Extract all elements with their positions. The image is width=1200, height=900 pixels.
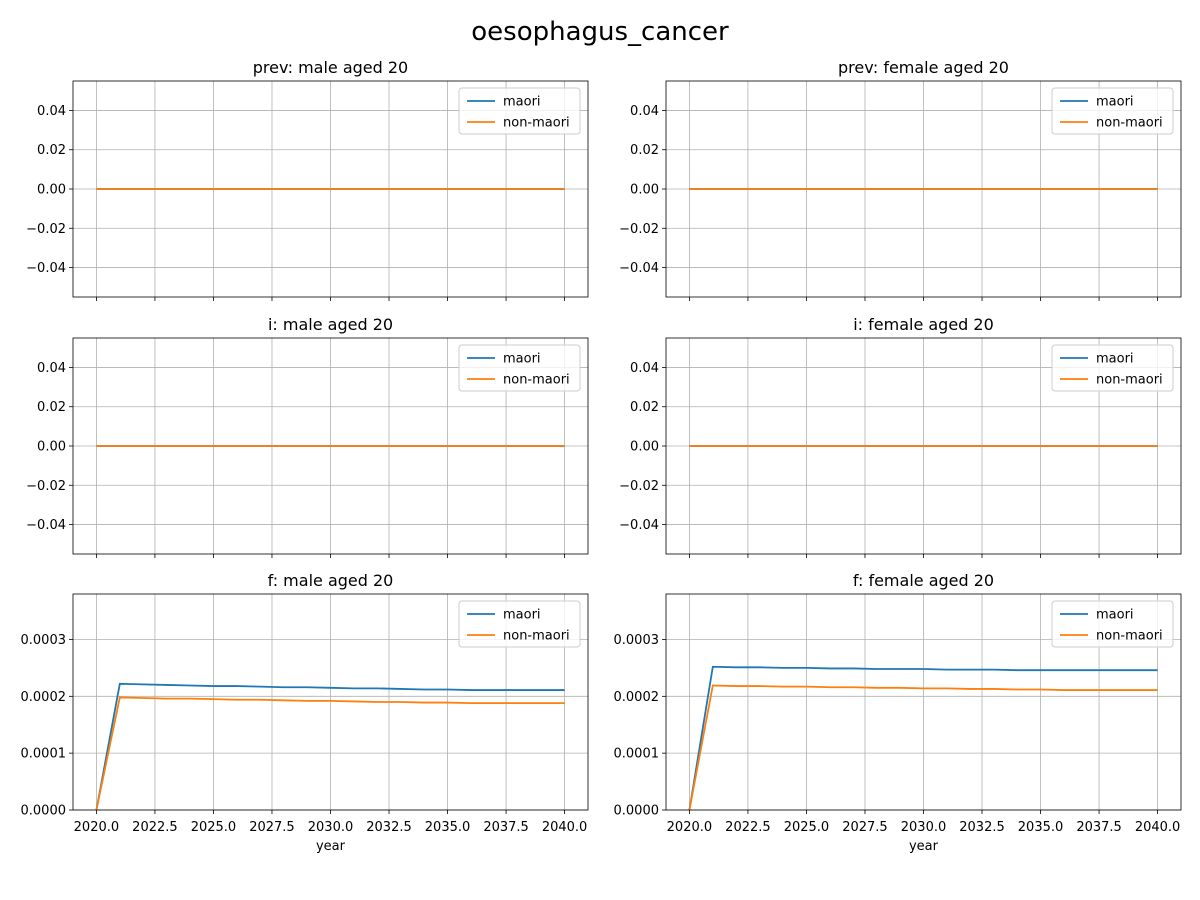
subplot-title: f: male aged 20: [268, 571, 394, 590]
legend-label: non-maori: [503, 373, 570, 388]
y-tick-label: 0.04: [37, 104, 66, 119]
subplot-title: f: female aged 20: [853, 571, 994, 590]
y-tick-label: −0.02: [619, 222, 659, 237]
x-tick-label: 2025.0: [191, 820, 237, 835]
y-tick-label: −0.04: [619, 261, 659, 276]
x-tick-label: 2037.5: [483, 820, 529, 835]
subplot-title: prev: male aged 20: [253, 58, 408, 77]
subplot-title: prev: female aged 20: [838, 58, 1009, 77]
y-tick-label: 0.00: [37, 183, 66, 198]
x-tick-label: 2030.0: [901, 820, 947, 835]
figure-title: oesophagus_cancer: [471, 17, 729, 47]
x-tick-label: 2040.0: [542, 820, 588, 835]
x-tick-label: 2020.0: [667, 820, 713, 835]
subplot-2: prev: female aged 20 −0.04 −0.02 0.00 0.02 0.…: [619, 58, 1182, 301]
y-tick-label: −0.02: [26, 479, 66, 494]
legend-label: non-maori: [503, 629, 570, 644]
y-tick-label: −0.04: [26, 261, 66, 276]
legend-label: maori: [1096, 352, 1134, 367]
legend: maori non-maori: [1051, 344, 1174, 392]
x-tick-label: 2035.0: [425, 820, 471, 835]
y-tick-label: 0.04: [630, 361, 659, 376]
y-tick-label: 0.00: [37, 440, 66, 455]
plot-frame: [72, 80, 589, 298]
y-tick-label: 0.0003: [614, 633, 660, 648]
x-tick-label: 2035.0: [1018, 820, 1064, 835]
x-axis-label: year: [909, 839, 939, 854]
series-line-maori: [688, 665, 1158, 810]
legend: maori non-maori: [458, 344, 581, 392]
y-tick-label: −0.02: [619, 479, 659, 494]
y-tick-label: −0.04: [619, 518, 659, 533]
plot-frame: [72, 593, 589, 811]
subplot-1: prev: male aged 20 −0.04 −0.02 0.00 0.02 0.04…: [26, 58, 589, 301]
subplot-5: f: male aged 20 0.0000 0.0001 0.0002 0.0003 2…: [21, 571, 589, 854]
legend-label: maori: [1096, 608, 1134, 623]
legend-label: non-maori: [503, 116, 570, 131]
x-tick-label: 2022.5: [725, 820, 771, 835]
series-line-maori: [95, 682, 565, 810]
y-tick-label: 0.0000: [21, 804, 67, 819]
y-tick-label: 0.00: [630, 440, 659, 455]
series-line-non-maori: [95, 696, 565, 810]
x-tick-label: 2040.0: [1135, 820, 1181, 835]
x-tick-label: 2032.5: [959, 820, 1005, 835]
legend: maori non-maori: [458, 600, 581, 648]
plot-frame: [72, 337, 589, 555]
legend-label: non-maori: [1096, 116, 1163, 131]
y-tick-label: 0.0002: [21, 690, 67, 705]
x-tick-label: 2027.5: [249, 820, 295, 835]
x-tick-label: 2022.5: [132, 820, 178, 835]
legend-label: maori: [503, 608, 541, 623]
y-tick-label: −0.02: [26, 222, 66, 237]
series-line-non-maori: [688, 684, 1158, 810]
subplot-6: f: female aged 20 0.0000 0.0001 0.0002 0.000…: [614, 571, 1182, 854]
legend-label: maori: [503, 95, 541, 110]
y-tick-label: 0.0001: [614, 747, 660, 762]
legend-label: maori: [503, 352, 541, 367]
legend-label: non-maori: [1096, 629, 1163, 644]
y-tick-label: 0.02: [630, 143, 659, 158]
subplot-grid: prev: male aged 20 −0.04 −0.02 0.00 0.02 0.04…: [21, 58, 1182, 854]
legend: maori non-maori: [458, 87, 581, 135]
y-tick-label: 0.02: [630, 400, 659, 415]
subplot-title: i: female aged 20: [853, 315, 994, 334]
y-tick-label: 0.04: [37, 361, 66, 376]
y-tick-label: 0.0000: [614, 804, 660, 819]
x-tick-label: 2037.5: [1076, 820, 1122, 835]
y-tick-label: 0.02: [37, 143, 66, 158]
plot-frame: [665, 80, 1182, 298]
x-tick-label: 2020.0: [74, 820, 120, 835]
subplot-title: i: male aged 20: [268, 315, 393, 334]
legend-label: non-maori: [1096, 373, 1163, 388]
y-tick-label: 0.0003: [21, 633, 67, 648]
legend: maori non-maori: [1051, 87, 1174, 135]
plot-frame: [665, 593, 1182, 811]
x-tick-label: 2027.5: [842, 820, 888, 835]
y-tick-label: 0.04: [630, 104, 659, 119]
y-tick-label: 0.02: [37, 400, 66, 415]
legend-label: maori: [1096, 95, 1134, 110]
subplot-3: i: male aged 20 −0.04 −0.02 0.00 0.02 0.04 mao…: [26, 315, 589, 558]
y-tick-label: 0.00: [630, 183, 659, 198]
subplot-4: i: female aged 20 −0.04 −0.02 0.00 0.02 0.04 m…: [619, 315, 1182, 558]
x-tick-label: 2025.0: [784, 820, 830, 835]
x-axis-label: year: [316, 839, 346, 854]
plot-frame: [665, 337, 1182, 555]
y-tick-label: 0.0002: [614, 690, 660, 705]
y-tick-label: −0.04: [26, 518, 66, 533]
y-tick-label: 0.0001: [21, 747, 67, 762]
legend: maori non-maori: [1051, 600, 1174, 648]
x-tick-label: 2032.5: [366, 820, 412, 835]
x-tick-label: 2030.0: [308, 820, 354, 835]
